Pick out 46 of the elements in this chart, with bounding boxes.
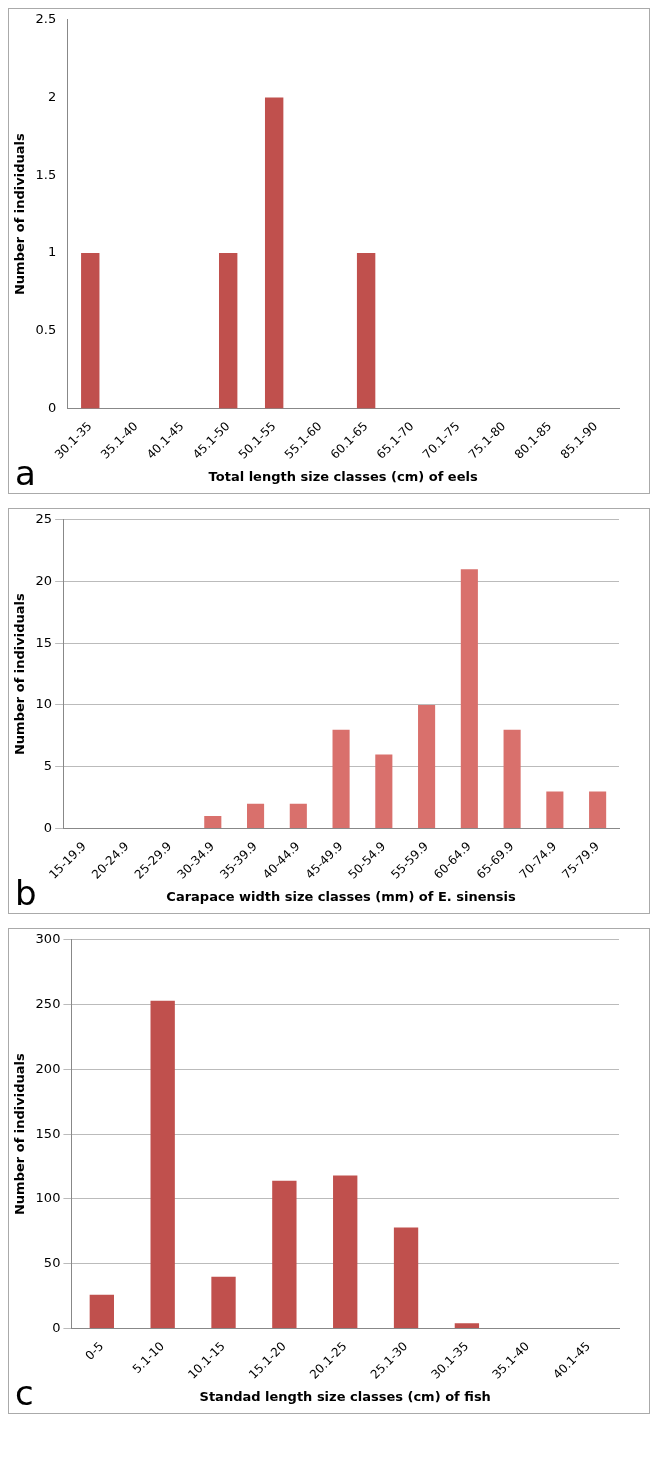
y-tick-label: 2 <box>47 88 57 104</box>
y-tick-label: 300 <box>35 931 61 947</box>
x-axis-title: Total length size classes (cm) of eels <box>208 468 478 484</box>
bar <box>503 729 521 828</box>
bar <box>150 1000 175 1328</box>
text: c <box>15 1373 34 1413</box>
y-tick-label: 150 <box>35 1125 61 1141</box>
y-tick-label: 100 <box>35 1190 61 1206</box>
y-tick-label: 50 <box>43 1255 61 1271</box>
y-axis-title: Number of individuals <box>12 592 28 756</box>
y-axis-title: Number of individuals <box>12 132 28 296</box>
bar <box>289 803 307 828</box>
bar <box>546 791 564 828</box>
bar <box>211 1276 236 1328</box>
bar <box>589 791 607 828</box>
bar <box>333 1175 358 1328</box>
y-tick-label: 0.5 <box>35 322 57 338</box>
y-axis-title: Number of individuals <box>12 1052 28 1216</box>
bar <box>89 1294 114 1328</box>
y-tick-label: 200 <box>35 1060 61 1076</box>
y-tick-label: 0 <box>47 399 57 415</box>
bar <box>375 754 393 828</box>
x-axis-title: Standad length size classes (cm) of fish <box>199 1388 491 1404</box>
y-tick-label: 250 <box>35 995 61 1011</box>
y-tick-label: 15 <box>35 634 53 650</box>
bar <box>393 1227 419 1328</box>
y-tick-label: 5 <box>43 758 53 774</box>
bar <box>418 705 436 828</box>
x-axis-title: Carapace width size classes (mm) of E. sinensis <box>166 888 517 904</box>
bar <box>454 1323 480 1328</box>
bar <box>272 1180 297 1328</box>
y-tick-label: 1 <box>47 244 57 260</box>
x-tick-label: 0-5 <box>82 1338 107 1363</box>
y-tick-label: 2.5 <box>35 11 57 27</box>
bar <box>460 569 478 828</box>
y-tick-label: 25 <box>35 511 53 527</box>
bar <box>204 816 222 828</box>
y-tick-label: 0 <box>43 819 53 835</box>
y-tick-label: 0 <box>52 1319 61 1335</box>
bar <box>247 803 265 828</box>
y-tick-label: 1.5 <box>35 166 57 182</box>
text: a <box>15 453 36 493</box>
text: b <box>15 873 37 913</box>
y-tick-label: 10 <box>35 696 53 712</box>
y-tick-label: 20 <box>35 572 53 588</box>
bar <box>332 729 350 828</box>
